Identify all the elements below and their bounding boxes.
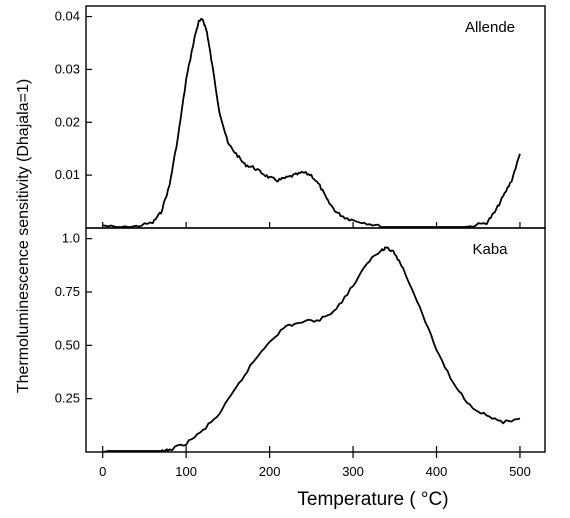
y-tick-label: 0.02 (55, 114, 80, 129)
y-axis-title: Thermoluminescence sensitivity (Dhajala=… (15, 79, 32, 393)
y-tick-label: 0.75 (55, 284, 80, 299)
y-tick-label: 1.0 (62, 231, 80, 246)
series-line (102, 17, 521, 228)
x-axis-title: Temperature ( °C) (297, 489, 448, 510)
x-tick-label: 100 (175, 464, 197, 479)
plot-frame (85, 227, 546, 453)
x-tick-label: 300 (342, 464, 364, 479)
series-line (102, 246, 521, 453)
x-tick-label: 0 (99, 464, 106, 479)
y-tick-label: 0.25 (55, 391, 80, 406)
x-tick-label: 400 (426, 464, 448, 479)
y-tick-label: 0.03 (55, 61, 80, 76)
panel-label: Kaba (472, 241, 508, 258)
x-tick-label: 200 (259, 464, 281, 479)
plot-frame (85, 5, 546, 229)
y-tick-label: 0.04 (55, 9, 80, 24)
kaba-panel: 0.25 0.50 0.75 1.0 0 100 200 300 400 500 Kaba (55, 227, 546, 479)
y-tick-label: 0.50 (55, 337, 80, 352)
x-tick-label: 500 (509, 464, 531, 479)
panel-label: Allende (465, 19, 515, 36)
y-tick-label: 0.01 (55, 167, 80, 182)
allende-panel: 0.01 0.02 0.03 0.04 Allende (55, 5, 546, 229)
